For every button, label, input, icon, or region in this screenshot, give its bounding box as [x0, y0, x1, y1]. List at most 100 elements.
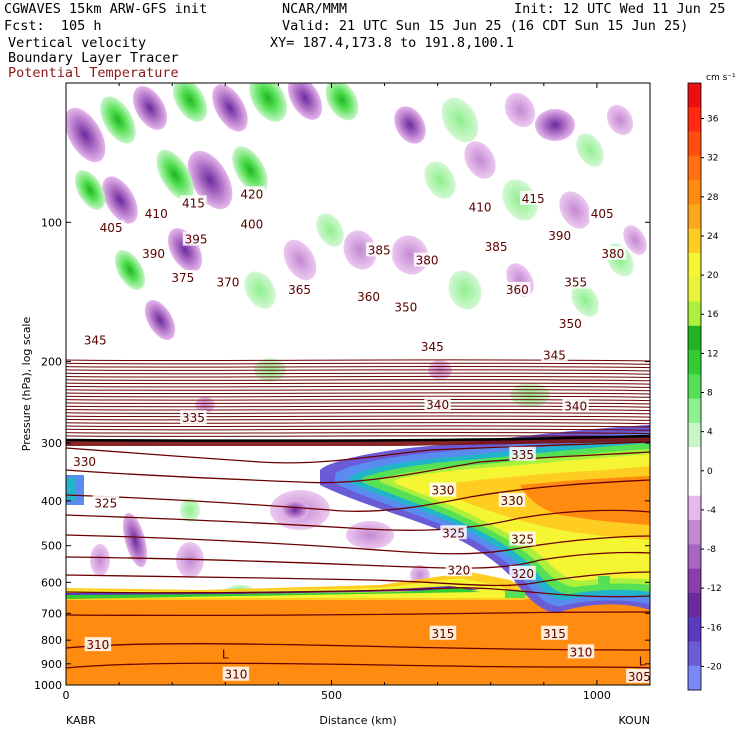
theta-contour: [66, 441, 650, 464]
theta-label: 310: [224, 668, 247, 682]
theta-label-bg: [509, 446, 536, 461]
y-axis: 100 200 300 400 500 600 700 800 900 1000: [34, 216, 650, 692]
org-label: NCAR/MMM: [282, 1, 348, 17]
cross-section-xy: XY= 187.4,173.8 to 191.8,100.1: [270, 35, 514, 51]
colorbar-swatch: [688, 107, 701, 132]
wave-blob: [464, 141, 496, 179]
theta-contour: [66, 534, 650, 555]
theta-label-bg: [541, 347, 568, 362]
colorbar-frame: [687, 82, 702, 691]
theta-label: 315: [543, 627, 566, 641]
theta-label: 385: [485, 240, 508, 254]
theta-contour: [66, 509, 650, 531]
colorbar-swatch: [688, 398, 701, 424]
theta-label-bg: [546, 227, 573, 242]
wave-blob: [74, 170, 106, 210]
colorbar-swatch: [688, 641, 701, 667]
colorbar-label: 12: [707, 349, 718, 359]
colorbar-label: -12: [707, 584, 722, 594]
theta-contour: [66, 551, 650, 569]
theta-label-bg: [429, 625, 457, 640]
theta-contour: [66, 428, 650, 431]
valid-time: Valid: 21 UTC Sun 15 Jun 25 (16 CDT Sun …: [282, 18, 689, 34]
wave-blob: [623, 225, 647, 255]
theta-label-bg: [588, 206, 616, 221]
forecast-hour: Fcst: 105 h: [4, 18, 102, 34]
theta-label-bg: [143, 206, 170, 221]
theta-label-bg: [214, 274, 242, 289]
colorbar-label: -8: [707, 545, 716, 555]
colorbar-swatch: [688, 325, 701, 351]
theta-label-bg: [222, 666, 250, 681]
colorbar-label: 32: [707, 154, 718, 164]
theta-contour: [66, 571, 650, 587]
theta-label-bg: [504, 281, 531, 296]
theta-label: 385: [368, 243, 391, 257]
colorbar-swatch: [688, 155, 701, 181]
theta-contour: [66, 415, 650, 418]
wave-blob: [102, 176, 138, 224]
y-tick-label: 100: [41, 216, 62, 229]
theta-contour: [66, 362, 650, 365]
field-potential-temperature: Potential Temperature: [8, 65, 179, 81]
colorbar-swatch: [688, 422, 701, 448]
theta-label: 330: [431, 484, 454, 498]
colorbar-swatch: [688, 495, 701, 521]
theta-label: 325: [94, 496, 117, 510]
theta-label-bg: [466, 199, 494, 214]
model-title: CGWAVES 15km ARW-GFS init: [4, 1, 208, 17]
wave-blob: [287, 83, 323, 120]
x-tick-label: 1000: [583, 689, 611, 702]
colorbar-label: 8: [707, 389, 713, 399]
colorbar-label: -4: [707, 506, 716, 516]
wave-blob: [510, 383, 550, 407]
wave-blob: [559, 191, 591, 229]
wave-blob: [441, 97, 479, 143]
wave-blob: [346, 521, 394, 549]
y-tick-label: 1000: [34, 679, 62, 692]
theta-label: 380: [416, 254, 439, 268]
theta-label: 375: [171, 271, 194, 285]
theta-label: 335: [182, 411, 205, 425]
theta-label-bg: [182, 231, 210, 246]
theta-label-bg: [365, 242, 393, 257]
colorbar-swatch: [688, 228, 701, 254]
theta-label: 305: [628, 670, 651, 684]
theta-label-bg: [567, 644, 595, 659]
theta-label-bg: [599, 245, 627, 260]
theta-label: 330: [73, 455, 96, 469]
theta-label: 420: [240, 187, 263, 201]
theta-label-bg: [71, 454, 98, 469]
theta-label: 390: [548, 229, 571, 243]
wave-blob: [249, 83, 287, 122]
wave-blob: [232, 146, 268, 194]
theta-contour: [66, 451, 650, 484]
wave-blob: [343, 230, 377, 270]
colorbar-swatch: [688, 277, 701, 302]
colorbar-swatch: [688, 252, 701, 278]
wave-blob: [576, 133, 604, 167]
wave-blob: [114, 250, 146, 290]
wave-blob: [424, 161, 456, 199]
theta-label-bg: [355, 288, 382, 303]
theta-contour: [66, 365, 650, 369]
theta-label-bg: [180, 195, 207, 210]
theta-label-bg: [562, 274, 589, 289]
theta-contour: [66, 379, 650, 382]
y-tick-label: 800: [41, 634, 62, 647]
theta-label: 350: [394, 301, 417, 315]
y-tick-label: 900: [41, 658, 62, 671]
theta-label: 320: [511, 567, 534, 581]
theta-label-bg: [562, 398, 589, 413]
x-axis: 0 500 1000: [63, 83, 611, 702]
theta-contour: [66, 435, 650, 438]
colorbar-swatch: [688, 665, 701, 691]
wave-blob: [180, 498, 200, 522]
colorbar-swatch: [688, 544, 701, 569]
theta-label-bg: [169, 270, 197, 285]
theta-label-bg: [392, 299, 420, 314]
theta-label: 335: [511, 448, 534, 462]
theta-label: 350: [559, 317, 582, 331]
colorbar-label: 20: [707, 271, 719, 281]
